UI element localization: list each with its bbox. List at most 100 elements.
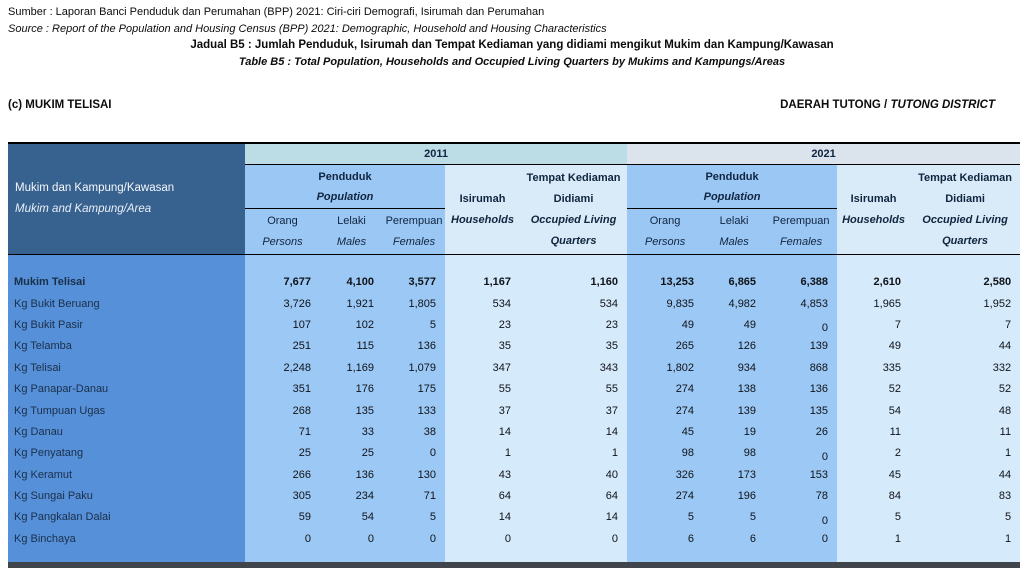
spacer-cell	[703, 254, 766, 272]
table-title-english: Table B5 : Total Population, Households …	[238, 56, 786, 68]
table-cell: 6,865	[703, 271, 766, 293]
males-2021-label-english: Males	[719, 235, 749, 248]
row-label: Kg Binchaya	[8, 528, 245, 550]
table-row: Kg Danau 71 33 38 14 14 45 19 26 11 11	[8, 421, 1021, 443]
table-cell: 2,580	[910, 271, 1021, 293]
spacer-cell	[445, 254, 520, 272]
persons-2011-header: Orang Persons	[245, 208, 320, 255]
table-cell: 1,079	[383, 357, 445, 379]
table-cell: 2,610	[837, 271, 911, 293]
table-cell: 335	[837, 357, 911, 379]
row-label: Kg Bukit Pasir	[8, 314, 245, 336]
population-2021-label-english: Population	[703, 190, 761, 203]
males-2011-header: Lelaki Males	[320, 208, 383, 255]
table-cell: 266	[245, 464, 320, 486]
table-cell: 139	[765, 335, 838, 358]
table-cell: 14	[445, 506, 520, 529]
spacer-cell	[837, 549, 911, 565]
females-2011-header: Perempuan Females	[383, 208, 445, 255]
spacer-cell	[520, 549, 628, 565]
table-row: Kg Panapar-Danau 351 176 175 55 55 274 138 136 52…	[8, 378, 1021, 400]
table-cell: 1	[910, 442, 1021, 465]
table-row: Kg Keramut 266 136 130 43 40 326 173 153 45 44	[8, 464, 1021, 486]
table-cell: 83	[910, 485, 1021, 507]
table-cell: 0	[765, 506, 838, 529]
year-2011-header: 2011	[245, 143, 628, 165]
table-cell: 1,952	[910, 292, 1021, 315]
table-cell: 35	[445, 335, 520, 358]
row-label: Kg Danau	[8, 421, 245, 443]
table-cell: 5	[703, 506, 766, 529]
spacer-cell	[765, 549, 838, 565]
occupied-quarters-2011-header: Tempat Kediaman Didiami Occupied Living …	[520, 164, 628, 255]
spacer-cell	[910, 549, 1021, 565]
population-2021-label-malay: Penduduk	[705, 170, 759, 183]
females-2011-label-english: Females	[392, 235, 436, 248]
district-label-malay: DAERAH TUTONG /	[780, 99, 891, 111]
table-cell: 54	[320, 506, 383, 529]
row-label: Mukim Telisai	[8, 271, 245, 293]
table-cell: 5	[910, 506, 1021, 529]
table-cell: 98	[627, 442, 704, 465]
table-cell: 6	[703, 528, 766, 550]
district-label-english: TUTONG DISTRICT	[890, 99, 995, 111]
table-spacer-row	[8, 254, 1021, 272]
table-cell: 153	[765, 464, 838, 486]
table-cell: 135	[320, 399, 383, 422]
table-cell: 49	[837, 335, 911, 358]
table-cell: 7,677	[245, 271, 320, 293]
table-title-malay: Jadual B5 : Jumlah Penduduk, Isirumah da…	[190, 39, 834, 51]
table-cell: 0	[445, 528, 520, 550]
table-cell: 98	[703, 442, 766, 465]
spacer-cell	[445, 549, 520, 565]
table-cell: 102	[320, 314, 383, 336]
table-cell: 138	[703, 378, 766, 400]
table-cell: 351	[245, 378, 320, 400]
table-cell: 196	[703, 485, 766, 507]
table-cell: 326	[627, 464, 704, 486]
table-cell: 1,160	[520, 271, 628, 293]
table-cell: 23	[520, 314, 628, 336]
spacer-cell	[383, 254, 445, 272]
table-cell: 11	[837, 421, 911, 443]
row-header-malay: Mukim dan Kampung/Kawasan	[15, 182, 175, 194]
table-cell: 64	[445, 485, 520, 507]
spacer-cell	[245, 254, 320, 272]
population-2011-label-english: Population	[316, 190, 374, 203]
table-cell: 84	[837, 485, 911, 507]
table-row: Kg Penyatang 25 25 0 1 1 98 98 0 2 1	[8, 442, 1021, 465]
spacer-cell	[627, 549, 704, 565]
table-cell: 934	[703, 357, 766, 379]
table-cell: 52	[910, 378, 1021, 400]
table-row: Kg Telisai 2,248 1,169 1,079 347 343 1,802 934 8…	[8, 357, 1021, 379]
row-label: Kg Sungai Paku	[8, 485, 245, 507]
table-cell: 6,388	[765, 271, 838, 293]
quarters-2011-english-line1: Occupied Living	[530, 213, 617, 226]
table-cell: 7	[910, 314, 1021, 336]
table-cell: 1	[445, 442, 520, 465]
table-row: Kg Bukit Pasir 107 102 5 23 23 49 49 0 7 7	[8, 314, 1021, 336]
males-2011-label-english: Males	[336, 235, 367, 248]
table-cell: 176	[320, 378, 383, 400]
table-cell: 48	[910, 399, 1021, 422]
quarters-2021-malay-line1: Tempat Kediaman	[918, 171, 1013, 184]
table-cell: 347	[445, 357, 520, 379]
table-cell: 55	[520, 378, 628, 400]
table-cell: 25	[320, 442, 383, 465]
households-2021-label-malay: Isirumah	[850, 192, 897, 205]
table-cell: 44	[910, 464, 1021, 486]
table-cell: 2	[837, 442, 911, 465]
spacer-cell	[320, 549, 383, 565]
table-cell: 25	[245, 442, 320, 465]
table-cell: 1	[520, 442, 628, 465]
table-cell: 55	[445, 378, 520, 400]
table-cell: 3,726	[245, 292, 320, 315]
females-2021-header: Perempuan Females	[765, 208, 838, 255]
table-cell: 11	[910, 421, 1021, 443]
table-cell: 5	[627, 506, 704, 529]
section-header-row: (c) MUKIM TELISAI DAERAH TUTONG / TUTONG…	[8, 99, 995, 111]
table-cell: 0	[383, 528, 445, 550]
table-cell: 71	[245, 421, 320, 443]
table-cell: 1,965	[837, 292, 911, 315]
table-cell: 1	[837, 528, 911, 550]
